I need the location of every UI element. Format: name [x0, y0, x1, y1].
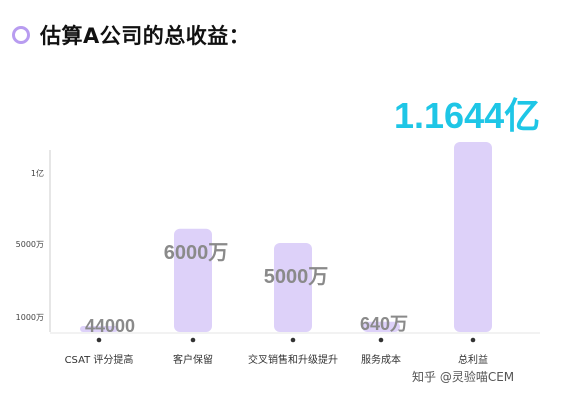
watermark: 知乎 @灵验喵CEM	[412, 370, 515, 384]
value-label: 640万	[360, 314, 408, 334]
x-tick-label: 客户保留	[173, 353, 213, 366]
value-label: 1.1644亿	[394, 95, 540, 136]
bar	[274, 243, 312, 332]
title-row: 估算A公司的总收益：	[12, 20, 250, 50]
x-tick-dot	[96, 337, 102, 343]
y-tick-label: 1亿	[31, 168, 44, 178]
chart-title: 估算A公司的总收益：	[40, 24, 251, 48]
title-bullet-icon	[12, 26, 30, 44]
x-tick-dot	[190, 337, 196, 343]
value-label: 5000万	[264, 266, 329, 288]
x-tick-dot	[290, 337, 296, 343]
x-tick-dot	[470, 337, 476, 343]
x-tick-label: 总利益	[458, 353, 488, 366]
value-label: 44000	[85, 316, 135, 336]
x-tick-label: CSAT 评分提高	[65, 353, 134, 366]
bar	[174, 228, 212, 332]
y-tick-label: 5000万	[16, 240, 44, 249]
x-tick-dot	[378, 337, 384, 343]
value-label: 6000万	[164, 242, 229, 264]
x-tick-label: 交叉销售和升级提升	[248, 353, 338, 366]
bar	[80, 326, 118, 332]
bar	[454, 142, 492, 332]
y-tick-label: 1000万	[16, 313, 44, 322]
x-tick-label: 服务成本	[361, 353, 401, 366]
bar	[362, 321, 400, 332]
